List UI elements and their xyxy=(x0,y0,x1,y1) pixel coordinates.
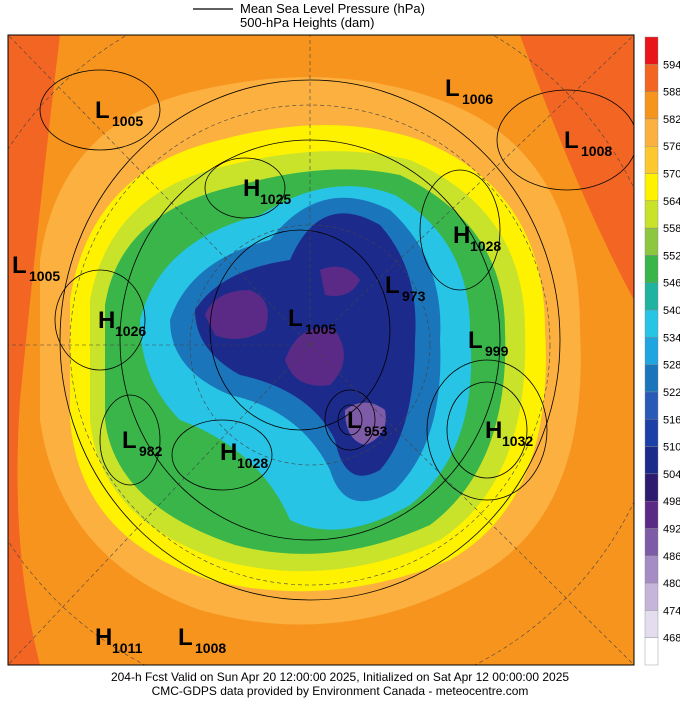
center-value: 1032 xyxy=(502,433,533,449)
center-letter: H xyxy=(453,222,470,249)
colorbar-label: 540 xyxy=(663,305,680,317)
center-value: 1028 xyxy=(237,455,268,471)
colorbar-band xyxy=(644,173,659,202)
colorbar-band xyxy=(644,364,659,393)
center-letter: H xyxy=(95,624,112,651)
center-value: 1025 xyxy=(260,191,291,207)
colorbar-band xyxy=(644,337,659,365)
center-letter: L xyxy=(564,127,579,154)
legend-text: 500-hPa Heights (dam) xyxy=(240,15,374,30)
colorbar-label: 534 xyxy=(663,332,680,344)
colorbar-label: 498 xyxy=(663,496,680,508)
center-letter: H xyxy=(98,307,115,334)
colorbar-label: 594 xyxy=(663,59,680,71)
colorbar-band xyxy=(644,637,659,666)
colorbar-band xyxy=(644,118,659,147)
colorbar-label: 480 xyxy=(663,578,680,590)
colorbar-label: 486 xyxy=(663,551,680,563)
center-letter: H xyxy=(220,439,237,466)
colorbar-label: 492 xyxy=(663,523,680,535)
colorbar-label: 468 xyxy=(663,633,680,645)
colorbar-band xyxy=(644,419,659,447)
colorbar-band xyxy=(644,146,659,174)
center-value: 953 xyxy=(364,423,388,439)
colorbar-band xyxy=(644,282,659,311)
center-value: 1026 xyxy=(115,323,146,339)
colorbar-label: 504 xyxy=(663,469,680,481)
colorbar-label: 528 xyxy=(663,360,680,372)
center-value: 1028 xyxy=(470,238,501,254)
center-letter: H xyxy=(243,175,260,202)
colorbar-label: 582 xyxy=(663,114,680,126)
colorbar-band xyxy=(644,91,659,120)
colorbar-band xyxy=(644,528,659,556)
colorbar-band xyxy=(644,473,659,502)
colorbar-band xyxy=(644,36,659,65)
colorbar-band xyxy=(644,227,659,256)
colorbar-label: 576 xyxy=(663,141,680,153)
colorbar-label: 552 xyxy=(663,250,680,262)
colorbar-label: 474 xyxy=(663,605,680,617)
legend-text: Mean Sea Level Pressure (hPa) xyxy=(240,1,425,16)
colorbar: 594 588 582 576 570 564 558 552 546 540 534 528 522 5… xyxy=(644,36,680,666)
center-letter: L xyxy=(178,624,193,651)
map-frame xyxy=(7,34,635,666)
colorbar-label: 522 xyxy=(663,387,680,399)
colorbar-label: 546 xyxy=(663,278,680,290)
center-value: 1005 xyxy=(112,113,143,129)
center-value: 982 xyxy=(139,443,163,459)
colorbar-band xyxy=(644,391,659,420)
colorbar-band xyxy=(644,255,659,283)
colorbar-band xyxy=(644,582,659,611)
center-letter: H xyxy=(485,417,502,444)
colorbar-band xyxy=(644,555,659,584)
center-letter: L xyxy=(385,272,400,299)
colorbar-band xyxy=(644,64,659,92)
colorbar-label: 564 xyxy=(663,196,680,208)
center-letter: L xyxy=(468,327,483,354)
graticule xyxy=(8,35,634,665)
center-letter: L xyxy=(12,252,27,279)
colorbar-label: 558 xyxy=(663,223,680,235)
center-letter: L xyxy=(445,75,460,102)
colorbar-label: 516 xyxy=(663,414,680,426)
center-value: 1005 xyxy=(29,268,60,284)
center-letter: L xyxy=(122,427,137,454)
footer-text: CMC-GDPS data provided by Environment Ca… xyxy=(152,684,529,698)
colorbar-band xyxy=(644,446,659,475)
center-letter: L xyxy=(288,305,303,332)
colorbar-label: 510 xyxy=(663,442,680,454)
colorbar-band xyxy=(644,610,659,638)
map-fill xyxy=(8,35,634,665)
colorbar-label: 588 xyxy=(663,87,680,99)
center-value: 999 xyxy=(485,343,509,359)
footer-text: 204-h Fcst Valid on Sun Apr 20 12:00:00 … xyxy=(111,670,569,684)
colorbar-label: 570 xyxy=(663,169,680,181)
center-value: 1008 xyxy=(581,143,612,159)
center-value: 1008 xyxy=(195,640,226,656)
colorbar-band xyxy=(644,500,659,529)
center-letter: L xyxy=(95,97,110,124)
center-value: 1011 xyxy=(112,640,143,656)
colorbar-band xyxy=(644,309,659,338)
center-value: 1005 xyxy=(305,321,336,337)
center-value: 1006 xyxy=(462,91,493,107)
center-value: 973 xyxy=(402,288,426,304)
center-letter: L xyxy=(347,407,362,434)
colorbar-band xyxy=(644,200,659,229)
